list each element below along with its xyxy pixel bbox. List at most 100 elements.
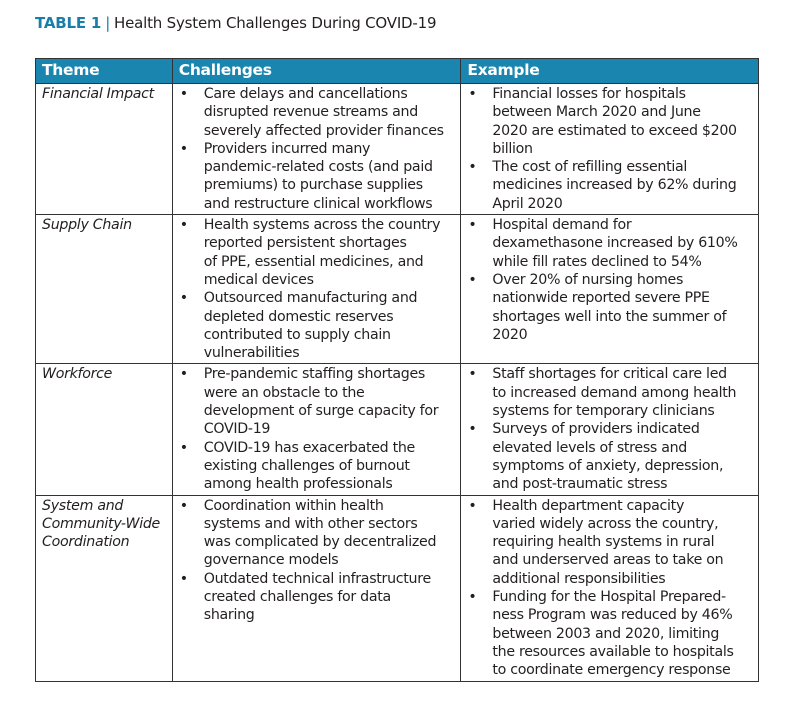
- theme-text: Workforce: [42, 366, 113, 383]
- bullet-text: Health systems across the country reporte…: [203, 216, 441, 289]
- bullet-line: ness Program was reduced by 46%: [492, 607, 733, 624]
- bullet-line: Coordination within health: [203, 497, 384, 514]
- bullet-item: • Health department capacity varied widely…: [461, 497, 758, 588]
- bullet-item: • Hospital demand for dexamethasone increa…: [461, 216, 758, 271]
- bullet-icon: •: [179, 140, 188, 157]
- bullet-line: severely affected provider finances: [203, 122, 444, 139]
- bullet-icon: •: [468, 421, 477, 438]
- bullet-item: • Providers incurred many pandemic-related…: [173, 140, 461, 213]
- bullet-line: the resources available to hospitals: [492, 643, 734, 660]
- bullet-icon: •: [179, 497, 188, 514]
- challenges-cell: • Care delays and cancellations disrupted …: [171, 82, 462, 216]
- bullet-line: elevated levels of stress and: [492, 439, 688, 456]
- bullet-text: The cost of refilling essential medicines…: [492, 158, 736, 213]
- bullet-text: Care delays and cancellations disrupted r…: [204, 85, 444, 140]
- bullet-line: of PPE, essential medicines, and: [203, 253, 424, 270]
- title-separator: |: [105, 14, 111, 32]
- bullet-item: • Outsourced manufacturing and depleted do…: [173, 289, 461, 362]
- bullet-text: Outdated technical infrastructure created…: [204, 570, 431, 625]
- bullet-line: governance models: [203, 552, 339, 569]
- bullet-item: • The cost of refilling essential medicine…: [461, 158, 758, 213]
- bullet-line: reported persistent shortages: [203, 235, 407, 252]
- theme-cell: Financial Impact: [35, 82, 173, 216]
- bullet-line: and underserved areas to take on: [492, 552, 724, 569]
- bullet-line: depleted domestic reserves: [203, 308, 394, 325]
- table-row: Supply Chain • Health systems across the c…: [35, 214, 759, 365]
- challenges-cell: • Coordination within health systems and w…: [171, 494, 462, 682]
- bullet-line: and post-traumatic stress: [492, 476, 668, 493]
- bullet-line: nationwide reported severe PPE: [492, 290, 710, 307]
- theme-text: System and: [42, 497, 124, 514]
- bullet-item: • COVID-19 has exacerbated the existing ch…: [173, 439, 461, 494]
- bullet-text: Funding for the Hospital Prepared-ness P…: [492, 588, 733, 679]
- bullet-icon: •: [179, 86, 188, 102]
- bullet-item: • Pre-pandemic staffing shortages were an …: [173, 365, 461, 438]
- bullet-icon: •: [179, 439, 188, 456]
- bullet-icon: •: [179, 290, 188, 307]
- bullet-text: Providers incurred many pandemic-related …: [204, 140, 433, 213]
- bullet-line: requiring health systems in rural: [492, 534, 715, 551]
- bullet-line: vulnerabilities: [203, 345, 300, 362]
- bullet-item: • Outdated technical infrastructure create…: [173, 570, 461, 625]
- bullet-line: systems and with other sectors: [203, 515, 418, 532]
- bullet-icon: •: [468, 159, 477, 176]
- bullet-line: between 2003 and 2020, limiting: [492, 625, 720, 642]
- bullet-line: medicines increased by 62% during: [492, 177, 737, 194]
- bullet-text: Pre-pandemic staffing shortages were an o…: [204, 365, 439, 438]
- theme-text: Financial Impact: [42, 86, 154, 102]
- bullet-text: Surveys of providers indicated elevated l…: [492, 420, 723, 493]
- bullet-line: April 2020: [492, 195, 563, 212]
- bullet-line: Pre-pandemic staffing shortages: [203, 366, 426, 383]
- bullet-line: among health professionals: [203, 476, 393, 493]
- bullet-line: Funding for the Hospital Prepared-: [492, 589, 726, 606]
- bullet-line: to coordinate emergency response: [492, 662, 731, 679]
- header-row: Theme Challenges Example: [35, 58, 759, 84]
- bullet-text: Coordination within health systems and wi…: [203, 497, 437, 570]
- bullet-line: was complicated by decentralized: [203, 534, 437, 551]
- bullet-line: development of surge capacity for: [203, 403, 439, 420]
- theme-text: Supply Chain: [42, 217, 132, 234]
- bullet-item: • Staff shortages for critical care led to…: [461, 365, 758, 420]
- bullet-line: varied widely across the country,: [492, 515, 719, 532]
- bullet-line: premiums) to purchase supplies: [203, 177, 423, 194]
- bullet-text: Over 20% of nursing homes nationwide repo…: [492, 271, 726, 344]
- bullet-icon: •: [179, 366, 188, 383]
- bullet-line: additional responsibilities: [492, 570, 666, 587]
- bullet-line: Surveys of providers indicated: [492, 421, 700, 438]
- bullet-icon: •: [468, 366, 477, 383]
- bullet-text: Staff shortages for critical care led to …: [492, 365, 736, 420]
- theme-text: Coordination: [42, 534, 130, 551]
- bullet-item: • Funding for the Hospital Prepared-ness …: [461, 588, 758, 679]
- bullet-line: sharing: [203, 607, 255, 624]
- table-row: Financial Impact • Care delays and cancell…: [35, 82, 759, 216]
- bullet-line: Outdated technical infrastructure: [203, 570, 431, 587]
- bullet-icon: •: [468, 497, 477, 514]
- bullet-line: 2020 are estimated to exceed $200: [492, 122, 737, 139]
- bullet-line: billion: [492, 140, 533, 157]
- bullet-line: Care delays and cancellations: [203, 86, 408, 102]
- bullet-line: between March 2020 and June: [492, 104, 701, 121]
- bullet-line: COVID-19: [203, 421, 271, 438]
- bullet-line: Health department capacity: [492, 497, 685, 514]
- bullet-line: created challenges for data: [203, 589, 391, 606]
- header-theme: Theme: [35, 58, 173, 84]
- bullet-item: • Financial losses for hospitals between M…: [461, 85, 758, 158]
- bullet-text: Financial losses for hospitals between Ma…: [492, 85, 737, 158]
- bullet-item: • Surveys of providers indicated elevated …: [461, 420, 758, 493]
- bullet-line: to increased demand among health: [492, 384, 737, 401]
- bullet-line: dexamethasone increased by 610%: [492, 235, 738, 252]
- bullet-icon: •: [468, 86, 477, 102]
- bullet-line: were an obstacle to the: [203, 384, 365, 401]
- bullet-icon: •: [468, 271, 477, 288]
- bullet-line: existing challenges of burnout: [203, 457, 410, 474]
- bullet-line: pandemic-related costs (and paid: [203, 159, 433, 176]
- table-row: System and Community-Wide Coordination • Coo…: [35, 494, 759, 682]
- bullet-text: Outsourced manufacturing and depleted dom…: [203, 289, 418, 362]
- bullet-line: Over 20% of nursing homes: [492, 271, 684, 288]
- bullet-line: shortages well into the summer of: [492, 308, 727, 325]
- bullet-line: systems for temporary clinicians: [492, 403, 715, 420]
- examples-cell: • Financial losses for hospitals between M…: [460, 82, 759, 216]
- challenges-cell: • Health systems across the country report…: [171, 214, 462, 365]
- challenges-table: Theme Challenges Example Financial Impac…: [35, 58, 759, 682]
- bullet-line: Health systems across the country: [203, 217, 441, 234]
